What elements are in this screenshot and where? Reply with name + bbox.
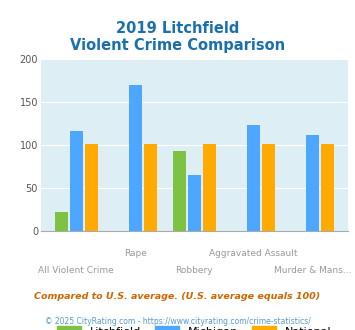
Text: Aggravated Assault: Aggravated Assault xyxy=(209,249,297,258)
Bar xyxy=(70,131,83,231)
Text: Murder & Mans...: Murder & Mans... xyxy=(274,266,351,275)
Text: © 2025 CityRating.com - https://www.cityrating.com/crime-statistics/: © 2025 CityRating.com - https://www.city… xyxy=(45,317,310,326)
Text: Robbery: Robbery xyxy=(176,266,213,275)
Bar xyxy=(55,212,68,231)
Text: Rape: Rape xyxy=(124,249,147,258)
Bar xyxy=(321,144,334,231)
Bar xyxy=(203,144,215,231)
Bar xyxy=(188,175,201,231)
Bar xyxy=(247,125,260,231)
Text: 2019 Litchfield: 2019 Litchfield xyxy=(116,21,239,36)
Bar xyxy=(84,144,98,231)
Text: Compared to U.S. average. (U.S. average equals 100): Compared to U.S. average. (U.S. average … xyxy=(34,292,321,301)
Legend: Litchfield, Michigan, National: Litchfield, Michigan, National xyxy=(57,326,332,330)
Text: All Violent Crime: All Violent Crime xyxy=(38,266,114,275)
Bar xyxy=(173,151,186,231)
Bar xyxy=(262,144,275,231)
Bar xyxy=(143,144,157,231)
Bar xyxy=(306,135,319,231)
Text: Violent Crime Comparison: Violent Crime Comparison xyxy=(70,38,285,53)
Bar xyxy=(129,85,142,231)
